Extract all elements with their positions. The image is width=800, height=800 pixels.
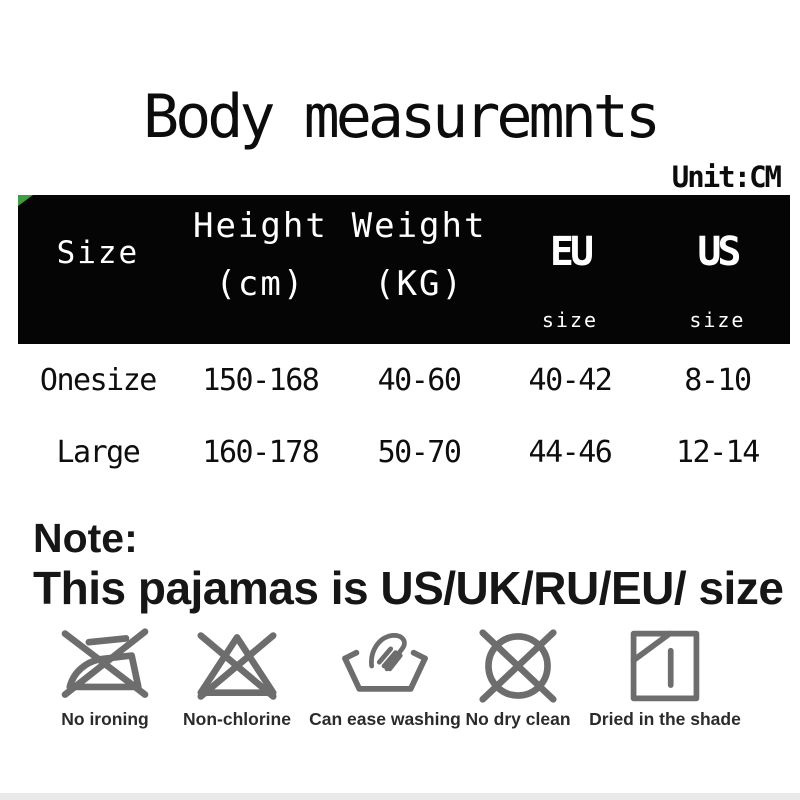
care-item-no-dry-clean: No dry clean (438, 626, 598, 730)
note-block: Note: This pajamas is US/UK/RU/EU/ size (33, 515, 784, 614)
note-heading: Note: (33, 515, 138, 561)
care-label: Dried in the shade (589, 709, 741, 729)
cell-weight: 40-60 (377, 362, 462, 398)
cell-size-name: Large (56, 434, 140, 470)
care-label: Can ease washing (309, 709, 461, 729)
care-item-non-chlorine: Non-chlorine (157, 626, 317, 730)
header-cell-size: Size (18, 195, 178, 344)
care-item-dried-in-shade: Dried in the shade (585, 626, 745, 730)
cell-eu-size: 40-42 (528, 362, 613, 398)
unit-label: Unit:CM (671, 160, 782, 194)
column-header: EU (549, 229, 594, 275)
non-chlorine-icon (187, 626, 287, 706)
cell-us-size: 8-10 (684, 362, 752, 398)
no-ironing-icon (55, 626, 155, 706)
column-header-sub: size (541, 308, 599, 332)
column-header-sub: (KG) (374, 264, 464, 304)
cell-height: 150-168 (202, 362, 319, 398)
column-header: Size (56, 235, 140, 271)
care-label: No ironing (61, 709, 149, 729)
care-item-ease-washing: Can ease washing (305, 626, 465, 730)
cell-weight: 50-70 (377, 434, 462, 470)
cell-size-name: Onesize (39, 362, 157, 398)
column-header: US (697, 229, 741, 275)
header-cell-height: Height (cm) (178, 195, 343, 344)
corner-accent-triangle (18, 195, 33, 206)
care-label: Non-chlorine (183, 709, 291, 729)
header-cell-weight: Weight (KG) (343, 195, 495, 344)
table-row: Onesize 150-168 40-60 40-42 8-10 (18, 344, 790, 416)
size-table-header: Size Height (cm) Weight (KG) EU size US … (18, 195, 790, 344)
care-label: No dry clean (465, 709, 571, 729)
cell-us-size: 12-14 (676, 434, 760, 470)
page-title: Body measuremnts (143, 82, 661, 152)
column-header-sub: (cm) (215, 264, 306, 304)
size-table-body: Onesize 150-168 40-60 40-42 8-10 Large 1… (18, 344, 790, 488)
care-item-no-ironing: No ironing (25, 626, 185, 730)
note-text: This pajamas is US/UK/RU/EU/ size (33, 562, 784, 614)
header-cell-eu: EU size (495, 195, 645, 344)
no-dry-clean-icon (468, 626, 568, 706)
dried-in-shade-icon (615, 626, 715, 706)
header-cell-us: US size (645, 195, 790, 344)
cell-height: 160-178 (202, 434, 319, 470)
table-row: Large 160-178 50-70 44-46 12-14 (18, 416, 790, 488)
column-header: Height (192, 206, 328, 246)
bottom-edge-strip (0, 793, 800, 800)
header-grid: Size Height (cm) Weight (KG) EU size US … (18, 195, 790, 344)
cell-eu-size: 44-46 (528, 434, 613, 470)
ease-washing-icon (335, 626, 435, 706)
column-header: Weight (351, 206, 487, 246)
column-header-sub: size (689, 308, 746, 332)
